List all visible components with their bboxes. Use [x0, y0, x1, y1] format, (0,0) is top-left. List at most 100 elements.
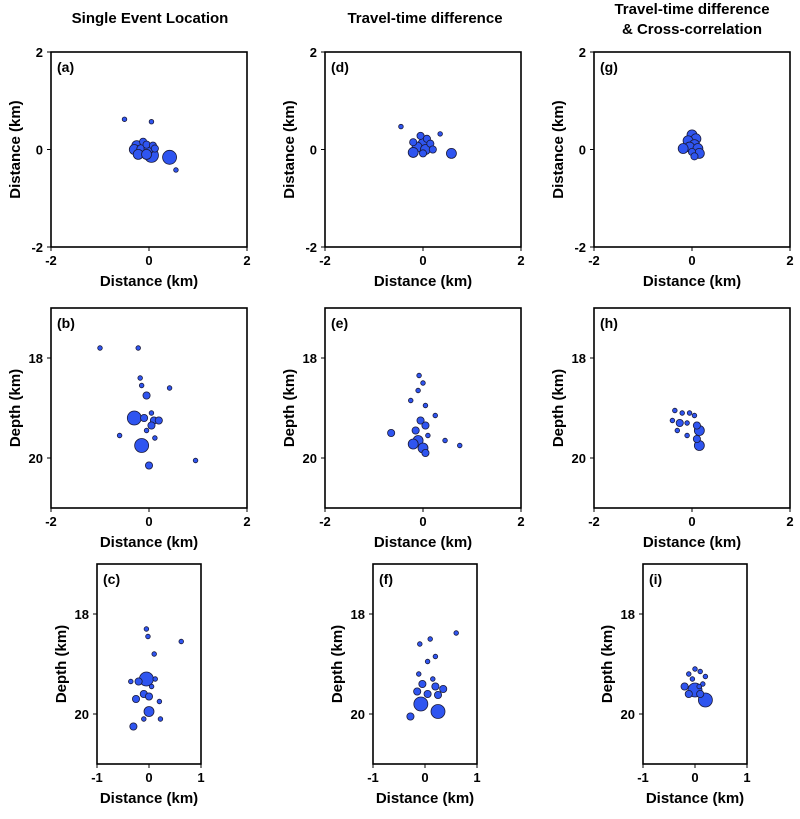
event-point: [128, 678, 134, 685]
x-tick-label: -2: [45, 253, 57, 268]
event-point: [684, 690, 693, 699]
event-point: [691, 412, 698, 419]
event-point: [672, 407, 678, 414]
x-axis-label: Distance (km): [374, 273, 472, 290]
panel-h: -2 0 2 18 20 Distance (km) Depth (km) (h): [550, 307, 794, 551]
y-tick-label: 20: [572, 451, 586, 466]
event-point: [144, 692, 153, 701]
panel-c: -1 0 1 18 20 Distance (km) Depth (km) (c): [53, 563, 205, 807]
x-tick-label: -1: [637, 770, 649, 785]
y-tick-label: -2: [31, 240, 43, 255]
x-axis-label: Distance (km): [100, 273, 198, 290]
x-tick-label: 0: [688, 514, 695, 529]
event-point: [430, 704, 446, 719]
event-point: [126, 410, 142, 426]
event-point: [152, 676, 158, 682]
y-axis-label: Depth (km): [53, 625, 70, 703]
event-point: [413, 696, 429, 712]
panel-label: (g): [600, 59, 618, 75]
event-point: [696, 683, 702, 690]
event-point: [408, 397, 414, 404]
y-tick-label: 18: [75, 607, 89, 622]
panel-g: -2 0 2 2 0 -2 Distance (km) Distance (km) (g): [550, 45, 794, 290]
event-point: [421, 421, 430, 430]
y-tick-label: 20: [303, 451, 317, 466]
x-tick-label: -2: [319, 514, 331, 529]
x-tick-label: 2: [243, 514, 250, 529]
event-point: [148, 119, 155, 125]
event-point: [680, 682, 689, 691]
event-point: [134, 438, 150, 453]
event-point: [192, 457, 199, 464]
panel-label: (d): [331, 59, 349, 75]
event-point: [437, 131, 443, 137]
event-point: [418, 149, 427, 158]
x-axis-label: Distance (km): [100, 790, 198, 807]
event-point: [406, 712, 415, 721]
event-point: [684, 420, 690, 426]
panel-a: -2 0 2 2 0 -2 Distance (km) Distance (km) (a): [7, 45, 251, 290]
x-tick-label: 0: [419, 253, 426, 268]
plot-frame: [642, 563, 748, 765]
event-point: [116, 432, 123, 439]
y-axis-label: Distance (km): [7, 100, 24, 198]
event-point: [446, 147, 457, 159]
event-point: [431, 682, 440, 691]
event-point: [418, 680, 427, 689]
event-point: [416, 671, 422, 677]
x-tick-label: 2: [517, 253, 524, 268]
event-point: [409, 138, 418, 147]
event-point: [148, 410, 155, 416]
y-tick-label: 2: [36, 45, 43, 60]
plot-frame: [372, 563, 478, 765]
event-point: [142, 391, 151, 400]
x-tick-label: 2: [786, 514, 793, 529]
event-point: [97, 345, 103, 351]
panel-label: (a): [57, 59, 74, 75]
y-tick-label: -2: [305, 240, 317, 255]
event-point: [433, 691, 442, 700]
x-tick-label: -1: [367, 770, 379, 785]
event-point: [428, 145, 437, 154]
event-point: [457, 442, 463, 449]
x-tick-label: 0: [145, 514, 152, 529]
x-axis-label: Distance (km): [643, 273, 741, 290]
y-tick-label: 20: [75, 707, 89, 722]
event-point: [121, 116, 128, 122]
event-point: [417, 641, 423, 647]
event-point: [150, 144, 159, 153]
event-point: [686, 410, 693, 416]
plot-frame: [50, 307, 248, 509]
x-tick-label: -2: [588, 514, 600, 529]
event-point: [157, 716, 164, 722]
event-point: [696, 690, 705, 699]
event-point: [675, 418, 684, 427]
x-axis-label: Distance (km): [376, 790, 474, 807]
event-point: [692, 421, 701, 430]
event-point: [427, 636, 433, 642]
event-point: [407, 438, 419, 450]
plot-frame: [593, 307, 791, 509]
event-point: [690, 152, 699, 161]
event-point: [134, 677, 143, 686]
event-point: [453, 630, 459, 636]
event-point: [424, 658, 431, 665]
panel-label: (e): [331, 315, 348, 331]
event-point: [422, 402, 429, 409]
event-point: [154, 416, 163, 425]
y-tick-label: 2: [579, 45, 586, 60]
y-tick-label: -2: [574, 240, 586, 255]
panel-label: (b): [57, 315, 75, 331]
panel-label: (c): [103, 571, 120, 587]
y-tick-label: 18: [351, 607, 365, 622]
panel-b: -2 0 2 18 20 Distance (km) Depth (km) (b): [7, 307, 251, 551]
event-point: [430, 676, 436, 682]
event-point: [421, 448, 430, 457]
event-point: [151, 651, 157, 657]
y-tick-label: 20: [621, 707, 635, 722]
panel-f: -1 0 1 18 20 Distance (km) Depth (km) (f): [329, 563, 481, 807]
event-point: [432, 412, 438, 419]
y-tick-label: 2: [310, 45, 317, 60]
event-point: [416, 416, 425, 425]
